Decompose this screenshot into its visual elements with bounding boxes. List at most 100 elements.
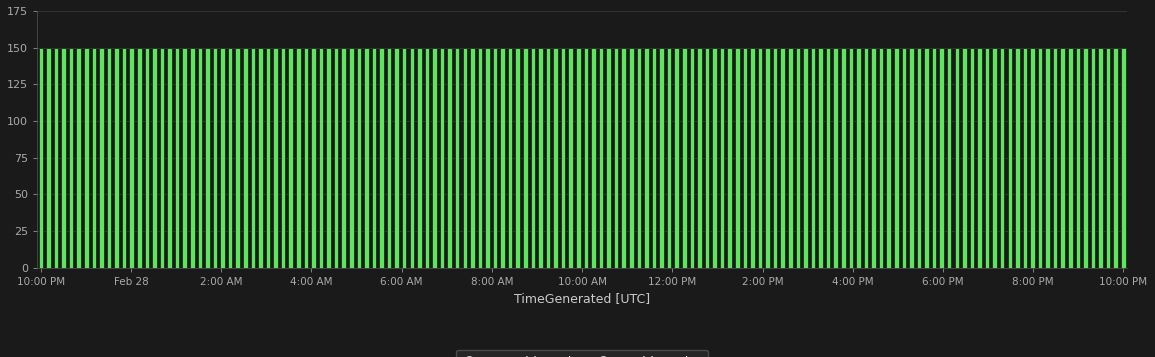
Bar (54, 47, 58, 268)
Bar (221, 47, 225, 268)
Bar (1053, 47, 1058, 268)
Bar (970, 47, 974, 268)
Bar (1000, 47, 1005, 268)
Bar (281, 47, 285, 268)
Bar (1007, 47, 1012, 268)
Bar (583, 47, 588, 268)
Bar (606, 47, 611, 268)
Bar (576, 47, 581, 268)
Bar (954, 47, 959, 268)
Bar (432, 47, 437, 268)
Bar (129, 47, 134, 268)
Bar (750, 47, 754, 268)
Bar (1105, 47, 1110, 268)
Bar (91, 47, 96, 268)
Bar (1083, 47, 1088, 268)
Bar (243, 47, 247, 268)
Bar (621, 47, 626, 268)
Bar (591, 47, 596, 268)
Bar (152, 47, 157, 268)
Bar (834, 47, 837, 268)
Bar (508, 47, 513, 268)
Bar (1090, 47, 1095, 268)
Bar (864, 47, 869, 268)
Bar (849, 47, 854, 268)
Bar (636, 47, 641, 268)
Bar (690, 47, 694, 268)
Bar (992, 47, 997, 268)
Bar (871, 47, 875, 268)
Bar (1022, 47, 1027, 268)
Bar (236, 47, 240, 268)
Bar (342, 47, 346, 268)
Bar (99, 47, 104, 268)
Bar (568, 47, 573, 268)
Bar (1113, 47, 1118, 268)
Bar (743, 47, 747, 268)
Bar (258, 47, 262, 268)
Bar (334, 47, 338, 268)
Bar (417, 47, 422, 268)
Bar (349, 47, 353, 268)
Bar (182, 47, 187, 268)
Bar (137, 47, 142, 268)
Bar (394, 47, 398, 268)
Bar (629, 47, 634, 268)
Bar (705, 47, 709, 268)
Bar (758, 47, 762, 268)
Bar (818, 47, 822, 268)
Bar (38, 47, 43, 268)
Bar (1122, 47, 1126, 268)
Bar (387, 47, 392, 268)
Bar (372, 47, 377, 268)
Bar (455, 47, 460, 268)
Bar (1098, 47, 1103, 268)
Bar (206, 47, 210, 268)
Bar (1038, 47, 1042, 268)
Bar (985, 47, 990, 268)
Bar (546, 47, 550, 268)
Bar (803, 47, 807, 268)
Bar (788, 47, 792, 268)
Bar (167, 47, 172, 268)
Bar (924, 47, 929, 268)
Bar (841, 47, 845, 268)
Bar (191, 47, 194, 268)
Bar (977, 47, 982, 268)
Bar (947, 47, 952, 268)
Legend: UnHealthyNodes, HealthyNodes: UnHealthyNodes, HealthyNodes (456, 350, 708, 357)
Bar (76, 47, 81, 268)
Bar (698, 47, 702, 268)
Bar (289, 47, 293, 268)
Bar (1045, 47, 1050, 268)
Bar (917, 47, 922, 268)
Bar (735, 47, 739, 268)
Bar (766, 47, 770, 268)
Bar (886, 47, 891, 268)
Bar (174, 47, 179, 268)
Bar (213, 47, 217, 268)
Bar (781, 47, 785, 268)
Bar (84, 47, 89, 268)
Bar (447, 47, 452, 268)
Bar (485, 47, 490, 268)
Bar (538, 47, 543, 268)
Bar (198, 47, 202, 268)
Bar (326, 47, 330, 268)
Bar (144, 47, 149, 268)
Bar (304, 47, 308, 268)
Bar (523, 47, 528, 268)
Bar (402, 47, 407, 268)
Bar (681, 47, 686, 268)
Bar (69, 47, 74, 268)
Bar (228, 47, 232, 268)
Bar (311, 47, 315, 268)
Bar (1060, 47, 1065, 268)
Bar (939, 47, 944, 268)
Bar (660, 47, 664, 268)
Bar (106, 47, 111, 268)
Bar (61, 47, 66, 268)
Bar (826, 47, 830, 268)
Bar (856, 47, 860, 268)
Bar (962, 47, 967, 268)
